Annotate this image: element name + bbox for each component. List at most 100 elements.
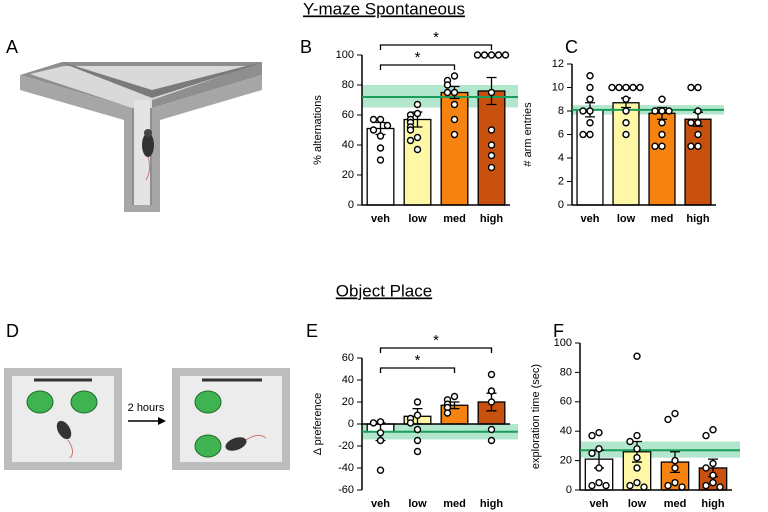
data-point bbox=[709, 459, 717, 468]
data-point bbox=[413, 447, 422, 456]
data-point bbox=[694, 83, 702, 92]
data-point bbox=[633, 478, 641, 487]
y-tick-label: 20 bbox=[342, 396, 354, 408]
data-point bbox=[413, 436, 422, 445]
data-point bbox=[588, 431, 596, 440]
data-point bbox=[376, 115, 385, 124]
data-point bbox=[588, 481, 596, 490]
data-point bbox=[487, 436, 496, 445]
data-point bbox=[658, 130, 666, 139]
data-point bbox=[376, 144, 385, 152]
data-point bbox=[443, 409, 452, 417]
section-title: Y-maze Spontaneous bbox=[303, 0, 465, 18]
data-point bbox=[501, 51, 510, 59]
data-point bbox=[709, 478, 717, 487]
data-point bbox=[413, 411, 422, 419]
data-point bbox=[687, 142, 695, 150]
data-point bbox=[406, 419, 415, 427]
y-axis-label: Δ preference bbox=[312, 393, 324, 455]
y-tick-label: 2 bbox=[558, 175, 564, 187]
data-point bbox=[406, 136, 415, 145]
y-tick-label: 40 bbox=[342, 139, 354, 151]
data-point bbox=[702, 481, 710, 490]
data-point bbox=[586, 107, 594, 115]
bar bbox=[440, 91, 469, 206]
data-point bbox=[664, 481, 672, 490]
data-point bbox=[487, 387, 496, 395]
data-point bbox=[487, 370, 496, 379]
data-point bbox=[640, 483, 648, 491]
data-point bbox=[487, 398, 496, 406]
x-tick-label: veh bbox=[371, 498, 390, 510]
x-tick-label: veh bbox=[371, 213, 390, 225]
data-point bbox=[586, 119, 594, 127]
x-tick-label: med bbox=[664, 498, 687, 510]
data-point bbox=[487, 425, 496, 434]
data-point bbox=[376, 418, 385, 426]
data-point bbox=[633, 464, 641, 472]
y-tick-label: -20 bbox=[338, 440, 354, 452]
y-tick-label: 20 bbox=[342, 169, 354, 181]
y-tick-label: 6 bbox=[558, 128, 564, 140]
data-point bbox=[622, 107, 630, 115]
data-point bbox=[413, 133, 422, 142]
data-point bbox=[579, 130, 587, 139]
panel-letter: D bbox=[6, 321, 19, 341]
panel-letter: A bbox=[6, 37, 18, 57]
error-bar bbox=[449, 401, 460, 410]
data-point bbox=[413, 109, 422, 118]
data-point bbox=[487, 163, 496, 172]
panel-letter: E bbox=[306, 321, 318, 341]
y-tick-label: 8 bbox=[558, 105, 564, 117]
data-point bbox=[588, 449, 596, 457]
data-point bbox=[369, 115, 378, 124]
data-point bbox=[450, 100, 459, 109]
y-tick-label: 12 bbox=[552, 58, 564, 70]
data-point bbox=[622, 83, 630, 92]
interval-label: 2 hours bbox=[128, 402, 165, 414]
data-point bbox=[658, 95, 666, 103]
panel-letter: F bbox=[553, 321, 564, 341]
y-tick-label: 20 bbox=[560, 455, 572, 467]
data-point bbox=[413, 425, 422, 434]
significance-bracket bbox=[379, 347, 493, 353]
data-point bbox=[709, 426, 717, 434]
x-tick-label: med bbox=[443, 213, 466, 225]
x-tick-label: med bbox=[443, 498, 466, 510]
bar bbox=[648, 112, 676, 206]
data-point bbox=[633, 453, 641, 462]
data-point bbox=[651, 107, 659, 115]
significance-bracket bbox=[379, 64, 456, 70]
y-tick-label: 40 bbox=[560, 425, 572, 437]
x-tick-label: low bbox=[628, 498, 647, 510]
data-point bbox=[671, 409, 679, 418]
data-point bbox=[376, 466, 385, 474]
data-point bbox=[369, 126, 378, 134]
data-point bbox=[450, 130, 459, 139]
object-place-illustration: 2 hours bbox=[4, 368, 290, 470]
y-tick-label: 60 bbox=[342, 352, 354, 364]
data-point bbox=[450, 88, 459, 97]
data-point bbox=[494, 51, 503, 59]
data-point bbox=[480, 51, 489, 59]
data-point bbox=[633, 431, 641, 440]
y-tick-label: 40 bbox=[342, 374, 354, 386]
x-tick-label: low bbox=[408, 213, 427, 225]
data-point bbox=[586, 130, 594, 139]
data-point bbox=[615, 83, 623, 92]
data-point bbox=[694, 142, 702, 150]
y-tick-label: 60 bbox=[342, 109, 354, 121]
data-point bbox=[376, 429, 385, 437]
data-point bbox=[443, 88, 452, 97]
data-point bbox=[413, 398, 422, 406]
data-point bbox=[487, 141, 496, 149]
x-tick-label: veh bbox=[590, 498, 609, 510]
data-point bbox=[702, 464, 710, 472]
data-point bbox=[383, 121, 392, 130]
data-point bbox=[595, 428, 603, 437]
data-point bbox=[608, 83, 616, 92]
data-point bbox=[671, 464, 679, 472]
data-point bbox=[622, 130, 630, 139]
y-tick-label: 80 bbox=[560, 366, 572, 378]
